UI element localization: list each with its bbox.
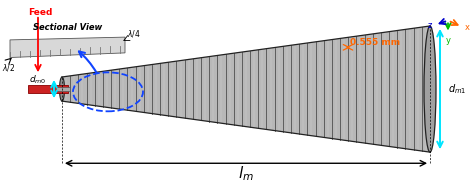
Text: $l_m$: $l_m$ <box>238 164 254 183</box>
Text: x: x <box>465 23 470 32</box>
Ellipse shape <box>60 77 64 101</box>
Polygon shape <box>10 37 125 58</box>
Text: $d_{m1}$: $d_{m1}$ <box>448 82 466 96</box>
Polygon shape <box>62 26 430 152</box>
Bar <box>28 85 68 93</box>
Text: $\lambda/2$: $\lambda/2$ <box>2 62 16 73</box>
Text: z: z <box>428 22 432 31</box>
Text: 0.555 mm: 0.555 mm <box>350 38 400 47</box>
Text: $\lambda/4$: $\lambda/4$ <box>127 28 141 39</box>
Text: Feed: Feed <box>28 8 52 17</box>
Bar <box>56 87 70 91</box>
Text: y: y <box>446 36 450 45</box>
Text: $d_{m0}$: $d_{m0}$ <box>28 74 46 86</box>
Text: Sectional View: Sectional View <box>33 23 102 32</box>
Ellipse shape <box>424 26 436 152</box>
